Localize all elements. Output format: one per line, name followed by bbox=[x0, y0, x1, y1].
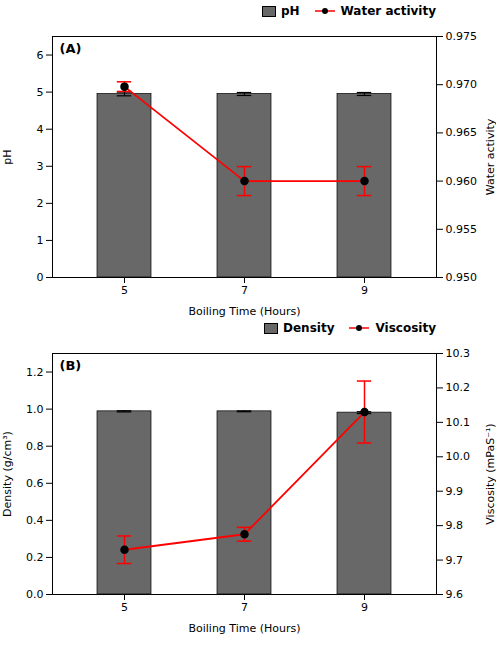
svg-text:5: 5 bbox=[37, 86, 44, 99]
svg-text:pH: pH bbox=[1, 149, 14, 164]
svg-text:0.975: 0.975 bbox=[446, 30, 478, 43]
svg-text:5: 5 bbox=[121, 601, 128, 614]
svg-text:0.2: 0.2 bbox=[26, 551, 44, 564]
svg-text:1.2: 1.2 bbox=[26, 366, 44, 379]
svg-text:10.0: 10.0 bbox=[446, 450, 471, 463]
svg-text:0: 0 bbox=[37, 271, 44, 284]
html-text:Water activity: Water activity bbox=[340, 4, 436, 18]
svg-text:7: 7 bbox=[241, 601, 248, 614]
svg-text:4: 4 bbox=[37, 123, 44, 136]
svg-text:0.8: 0.8 bbox=[26, 440, 44, 453]
svg-text:10.3: 10.3 bbox=[446, 347, 471, 360]
svg-text:0.950: 0.950 bbox=[446, 271, 478, 284]
svg-text:9.8: 9.8 bbox=[446, 519, 464, 532]
svg-text:0.970: 0.970 bbox=[446, 78, 478, 91]
svg-text:Viscosity (mPaS⁻¹): Viscosity (mPaS⁻¹) bbox=[484, 423, 496, 524]
svg-text:0.6: 0.6 bbox=[26, 477, 44, 490]
svg-text:9.9: 9.9 bbox=[446, 485, 464, 498]
html-text:Density: Density bbox=[283, 321, 335, 335]
html-text:Viscosity: Viscosity bbox=[375, 321, 436, 335]
svg-text:9: 9 bbox=[361, 284, 368, 297]
svg-text:6: 6 bbox=[37, 49, 44, 62]
svg-text:1: 1 bbox=[37, 234, 44, 247]
svg-text:Density (g/cm³): Density (g/cm³) bbox=[1, 431, 14, 517]
svg-text:Boiling Time (Hours): Boiling Time (Hours) bbox=[188, 305, 300, 318]
svg-text:0.965: 0.965 bbox=[446, 126, 478, 139]
svg-text:9.7: 9.7 bbox=[446, 554, 464, 567]
svg-text:10.1: 10.1 bbox=[446, 416, 471, 429]
svg-text:(B): (B) bbox=[60, 358, 82, 373]
svg-text:5: 5 bbox=[121, 284, 128, 297]
svg-text:Water activity: Water activity bbox=[484, 118, 496, 195]
svg-text:9: 9 bbox=[361, 601, 368, 614]
svg-text:0.960: 0.960 bbox=[446, 175, 478, 188]
svg-text:1.0: 1.0 bbox=[26, 403, 44, 416]
svg-text:Boiling Time (Hours): Boiling Time (Hours) bbox=[188, 622, 300, 635]
svg-text:0.955: 0.955 bbox=[446, 223, 478, 236]
html-text:pH: pH bbox=[280, 4, 300, 18]
svg-text:2: 2 bbox=[37, 197, 44, 210]
svg-text:9.6: 9.6 bbox=[446, 588, 464, 601]
svg-text:(A): (A) bbox=[60, 41, 82, 56]
svg-text:7: 7 bbox=[241, 284, 248, 297]
svg-text:0.0: 0.0 bbox=[26, 588, 44, 601]
svg-text:10.2: 10.2 bbox=[446, 381, 471, 394]
svg-text:3: 3 bbox=[37, 160, 44, 173]
svg-text:0.4: 0.4 bbox=[26, 514, 44, 527]
